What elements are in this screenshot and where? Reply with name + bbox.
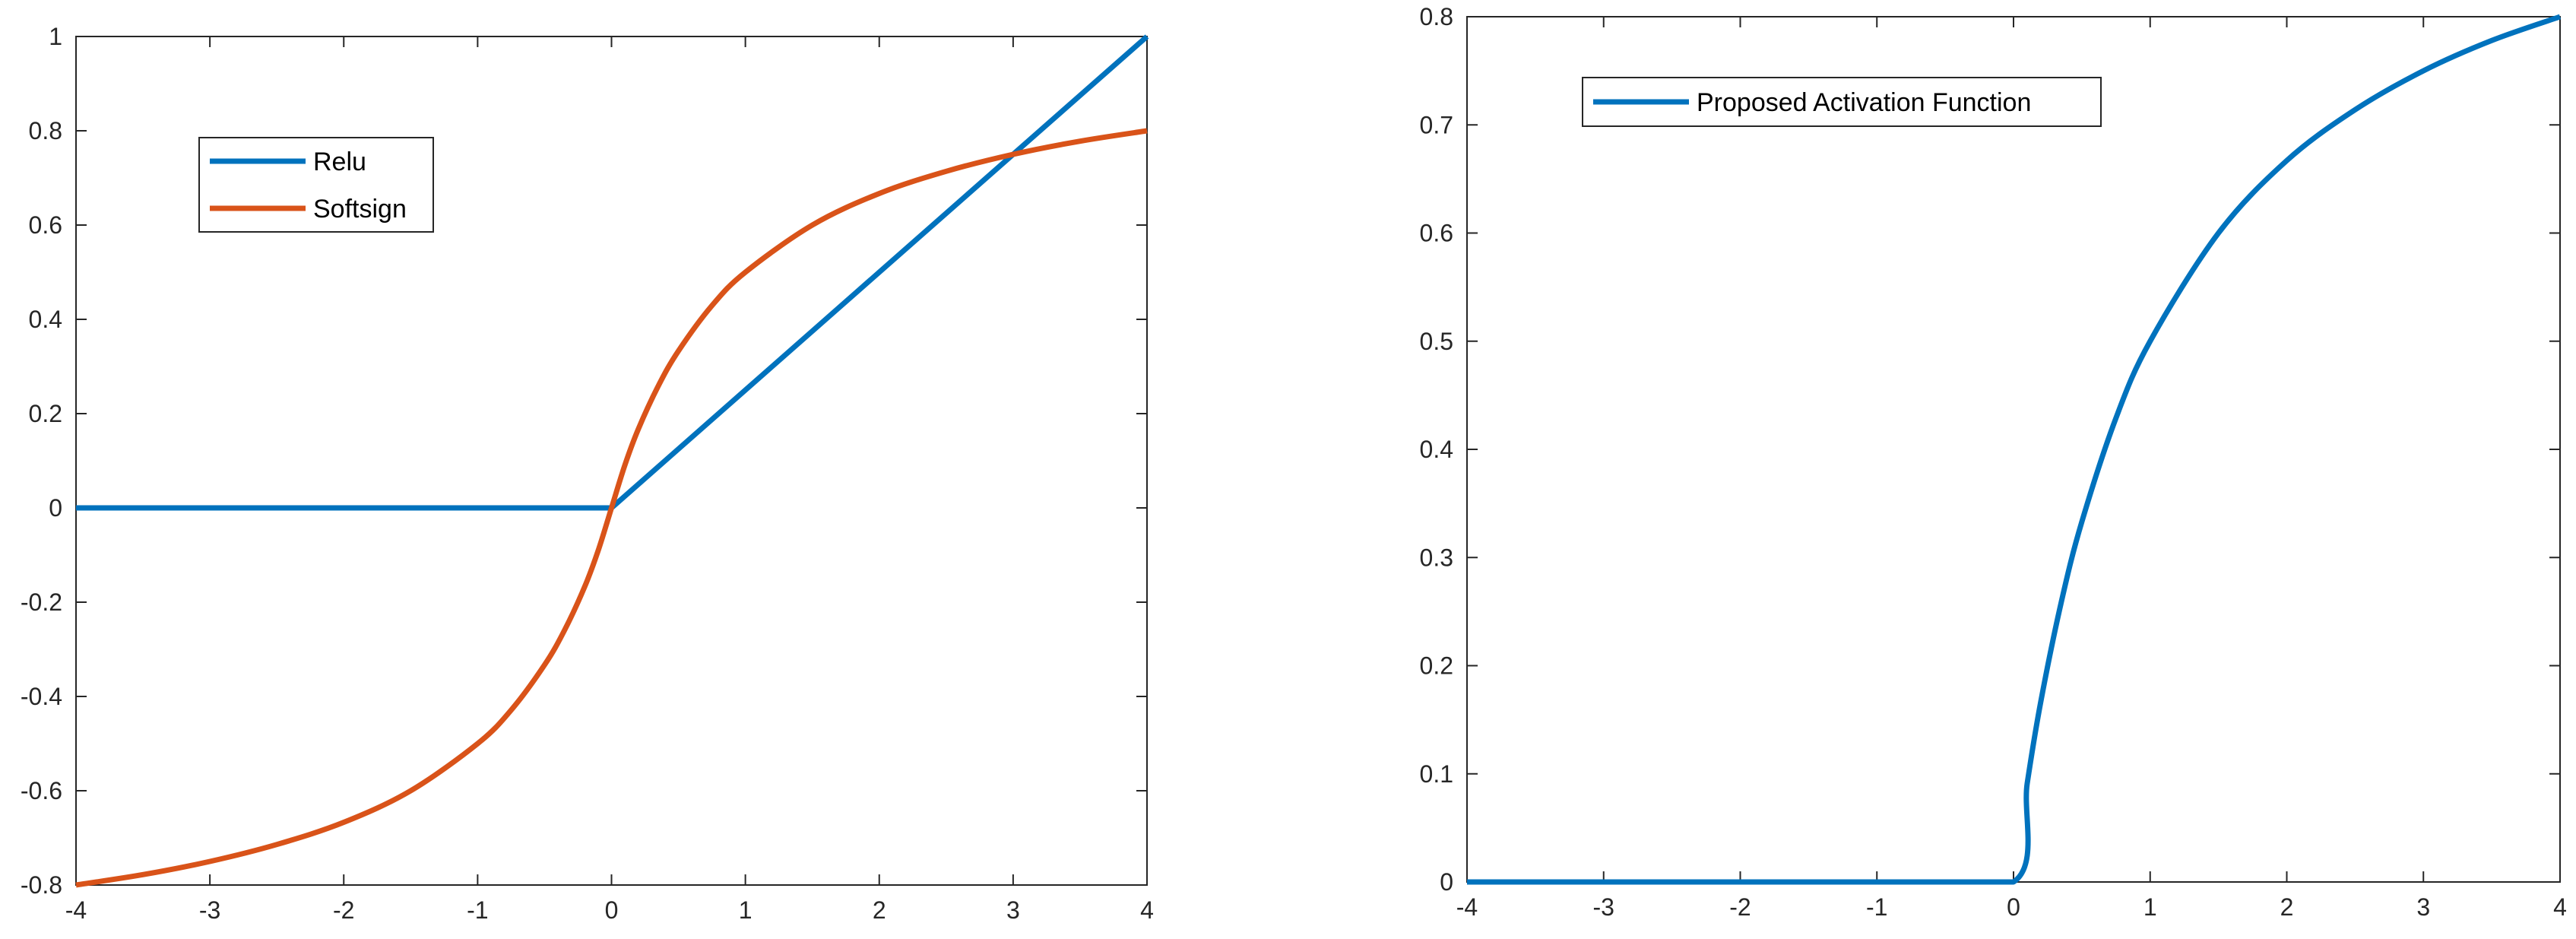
legend-entry-label: Softsign bbox=[313, 195, 407, 224]
series-line-proposed-activation-function bbox=[1467, 14, 2562, 885]
y-tick-label: 0.8 bbox=[29, 117, 62, 144]
y-tick-label: 0.8 bbox=[1420, 3, 1453, 30]
y-tick-label: -0.2 bbox=[21, 588, 62, 616]
y-tick-label: 1 bbox=[49, 23, 62, 50]
y-tick-label: 0.6 bbox=[1420, 220, 1453, 247]
x-tick-label: -2 bbox=[333, 896, 354, 924]
y-tick-label: 0.7 bbox=[1420, 111, 1453, 138]
y-tick-label: 0.6 bbox=[29, 211, 62, 239]
y-tick-label: 0 bbox=[1440, 868, 1453, 896]
y-tick-label: -0.8 bbox=[21, 871, 62, 899]
x-tick-label: -1 bbox=[1866, 893, 1887, 921]
x-tick-label: 0 bbox=[605, 896, 619, 924]
y-tick-label: 0.4 bbox=[1420, 436, 1453, 463]
x-tick-label: 0 bbox=[2007, 893, 2020, 921]
x-tick-label: 1 bbox=[2143, 893, 2157, 921]
y-tick-label: 0.5 bbox=[1420, 328, 1453, 355]
chart-1: -4 -3 -2 -1 0 1 2 3 4 -0.8 -0.6 -0.4 -0.2 0 0.2 0.4 0.6 0… bbox=[21, 23, 1154, 924]
y-tick-label: 0.2 bbox=[1420, 652, 1453, 680]
legend: Relu Softsign bbox=[198, 137, 434, 233]
y-tick-label: -0.4 bbox=[21, 683, 62, 710]
x-tick-label: 2 bbox=[873, 896, 886, 924]
x-tick-label: 3 bbox=[1006, 896, 1020, 924]
legend-entry-label: Proposed Activation Function bbox=[1697, 88, 2031, 117]
x-tick-label: -2 bbox=[1729, 893, 1751, 921]
series-line-softsign bbox=[75, 128, 1148, 888]
legend-box bbox=[198, 137, 434, 233]
legend-entry-label: Relu bbox=[313, 148, 366, 176]
x-tick-label: -3 bbox=[1593, 893, 1614, 921]
x-tick-label: -1 bbox=[467, 896, 488, 924]
y-tick-label: 0.4 bbox=[29, 306, 62, 333]
x-tick-label: -4 bbox=[1456, 893, 1478, 921]
x-tick-label: 2 bbox=[2280, 893, 2294, 921]
chart-2: -4 -3 -2 -1 0 1 2 3 4 0 0.1 0.2 0.3 0.4 0.5 0.6 0.7 0.8 Pr… bbox=[1420, 3, 2567, 921]
x-tick-label: 4 bbox=[1140, 896, 1154, 924]
plot-area-frame bbox=[1466, 16, 2561, 883]
legend: Proposed Activation Function bbox=[1582, 77, 2102, 127]
x-tick-label: 1 bbox=[739, 896, 753, 924]
y-tick-label: -0.6 bbox=[21, 777, 62, 804]
y-tick-label: 0 bbox=[49, 494, 62, 522]
y-tick-label: 0.3 bbox=[1420, 544, 1453, 571]
x-tick-label: -3 bbox=[199, 896, 220, 924]
x-tick-label: 4 bbox=[2553, 893, 2567, 921]
y-tick-label: 0.2 bbox=[29, 400, 62, 427]
x-tick-label: 3 bbox=[2416, 893, 2430, 921]
x-tick-label: -4 bbox=[65, 896, 87, 924]
y-tick-label: 0.1 bbox=[1420, 760, 1453, 788]
